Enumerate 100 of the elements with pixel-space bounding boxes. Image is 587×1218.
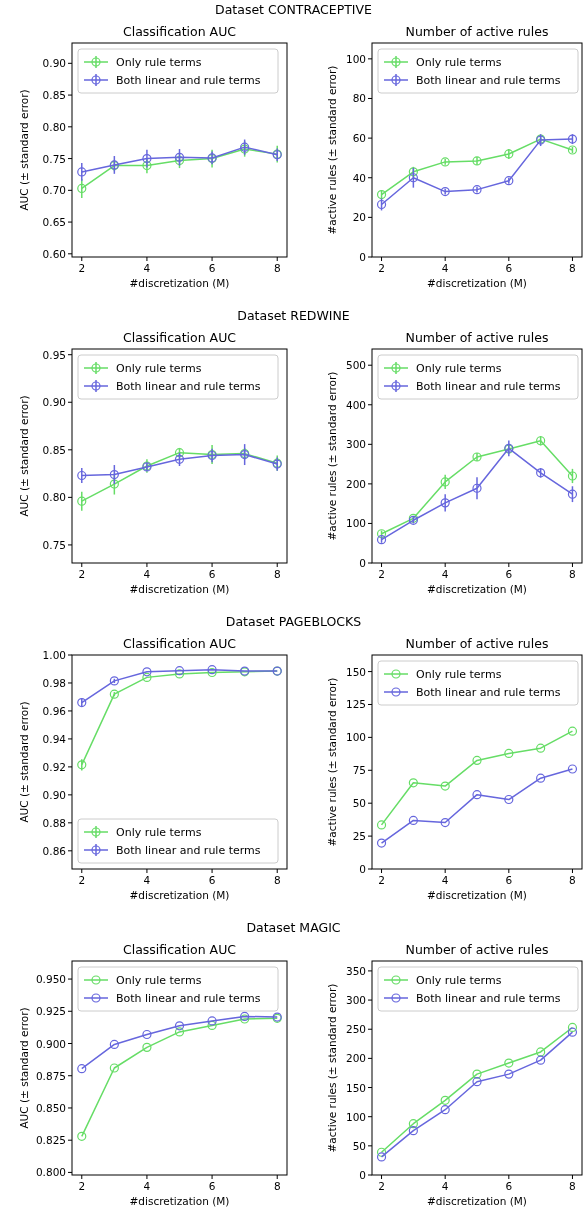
x-tick-label: 4 — [143, 1180, 151, 1192]
y-tick-label: 300 — [345, 438, 366, 451]
chart-title: Number of active rules — [405, 636, 549, 651]
y-axis-title: AUC (± standard error) — [18, 395, 30, 517]
x-axis-title: #discretization (M) — [129, 583, 230, 595]
y-tick-label: 0.85 — [42, 89, 66, 102]
y-tick-label: 0.98 — [42, 676, 66, 689]
y-tick-label: 0.90 — [42, 396, 66, 409]
x-tick-label: 6 — [505, 262, 513, 274]
x-tick-label: 8 — [273, 1180, 281, 1192]
legend-label: Both linear and rule terms — [416, 992, 561, 1005]
y-tick-label: 0.800 — [35, 1166, 66, 1179]
x-tick-label: 2 — [78, 1180, 86, 1192]
y-tick-label: 0.90 — [42, 57, 66, 70]
x-tick-label: 6 — [208, 568, 216, 580]
y-tick-label: 100 — [345, 1110, 366, 1123]
x-tick-label: 2 — [378, 874, 385, 886]
y-tick-label: 100 — [345, 517, 366, 530]
y-tick-label: 0 — [359, 251, 366, 263]
x-tick-label: 4 — [143, 874, 151, 886]
y-tick-label: 0 — [359, 863, 366, 875]
x-tick-label: 6 — [208, 1180, 216, 1192]
x-tick-label: 2 — [78, 262, 86, 274]
y-tick-label: 50 — [352, 797, 366, 810]
y-tick-label: 0.900 — [35, 1037, 66, 1050]
y-tick-label: 0.875 — [35, 1069, 66, 1082]
y-tick-label: 0.850 — [35, 1101, 66, 1114]
x-axis-title: #discretization (M) — [129, 277, 230, 289]
y-axis-title: #active rules (± standard error) — [326, 677, 338, 847]
y-tick-label: 60 — [352, 132, 366, 145]
y-tick-label: 0.65 — [42, 216, 66, 229]
y-axis-title: #active rules (± standard error) — [326, 65, 338, 235]
y-tick-label: 0.95 — [42, 348, 66, 361]
y-tick-label: 0.75 — [42, 538, 66, 551]
legend-label: Both linear and rule terms — [116, 74, 261, 87]
x-tick-label: 8 — [569, 1180, 576, 1192]
y-tick-label: 0.94 — [42, 732, 67, 745]
x-tick-label: 4 — [143, 568, 151, 580]
x-tick-label: 6 — [208, 262, 216, 274]
x-tick-label: 2 — [78, 874, 86, 886]
y-axis-title: AUC (± standard error) — [18, 1007, 30, 1129]
x-tick-label: 6 — [505, 874, 513, 886]
legend-label: Both linear and rule terms — [116, 992, 261, 1005]
x-axis-title: #discretization (M) — [129, 889, 230, 901]
legend-label: Only rule terms — [116, 974, 202, 987]
y-tick-label: 200 — [345, 477, 366, 490]
y-tick-label: 25 — [352, 830, 366, 843]
y-tick-label: 75 — [352, 764, 366, 777]
x-tick-label: 2 — [378, 568, 385, 580]
y-tick-label: 300 — [345, 994, 366, 1007]
y-tick-label: 0.92 — [42, 760, 66, 773]
legend-label: Both linear and rule terms — [416, 686, 561, 699]
x-tick-label: 4 — [441, 1180, 449, 1192]
text: Dataset CONTRACEPTIVE — [215, 2, 373, 17]
legend-label: Only rule terms — [116, 56, 202, 69]
y-axis-title: AUC (± standard error) — [18, 701, 30, 823]
x-tick-label: 6 — [208, 874, 216, 886]
x-tick-label: 8 — [273, 262, 281, 274]
chart-title: Classification AUC — [122, 636, 237, 651]
y-tick-label: 80 — [352, 92, 366, 105]
legend-label: Only rule terms — [416, 974, 502, 987]
y-tick-label: 1.00 — [42, 649, 66, 661]
y-tick-label: 100 — [345, 731, 366, 744]
x-axis-title: #discretization (M) — [427, 1195, 527, 1207]
y-tick-label: 200 — [345, 1052, 366, 1065]
y-tick-label: 150 — [345, 1081, 366, 1094]
y-tick-label: 50 — [352, 1139, 366, 1152]
y-tick-label: 500 — [345, 359, 366, 372]
x-tick-label: 8 — [569, 568, 576, 580]
y-tick-label: 0.925 — [35, 1005, 66, 1018]
x-tick-label: 2 — [378, 262, 385, 274]
x-tick-label: 8 — [273, 874, 281, 886]
x-tick-label: 2 — [378, 1180, 385, 1192]
x-axis-title: #discretization (M) — [129, 1195, 230, 1207]
x-tick-label: 8 — [569, 874, 576, 886]
y-tick-label: 150 — [345, 665, 366, 678]
y-axis-title: AUC (± standard error) — [18, 89, 30, 211]
y-tick-label: 20 — [352, 211, 366, 224]
y-tick-label: 0.70 — [42, 184, 66, 197]
x-axis-title: #discretization (M) — [427, 889, 527, 901]
x-tick-label: 2 — [78, 568, 86, 580]
y-tick-label: 0.825 — [35, 1134, 66, 1147]
legend-label: Both linear and rule terms — [416, 74, 561, 87]
text: Dataset PAGEBLOCKS — [225, 614, 362, 629]
legend-label: Both linear and rule terms — [116, 844, 261, 857]
legend-label: Only rule terms — [416, 56, 502, 69]
x-tick-label: 6 — [505, 568, 513, 580]
y-tick-label: 0.60 — [42, 247, 66, 260]
y-tick-label: 0.85 — [42, 443, 66, 456]
y-tick-label: 0.96 — [42, 704, 67, 717]
y-tick-label: 0.950 — [35, 973, 66, 986]
chart-title: Classification AUC — [122, 24, 237, 39]
chart-title: Classification AUC — [122, 942, 237, 957]
chart-title: Number of active rules — [405, 942, 549, 957]
text: Dataset REDWINE — [237, 308, 350, 323]
y-tick-label: 0.80 — [42, 120, 66, 133]
chart-title: Classification AUC — [122, 330, 237, 345]
y-tick-label: 0 — [359, 1169, 366, 1181]
x-tick-label: 8 — [569, 262, 576, 274]
x-tick-label: 4 — [143, 262, 151, 274]
